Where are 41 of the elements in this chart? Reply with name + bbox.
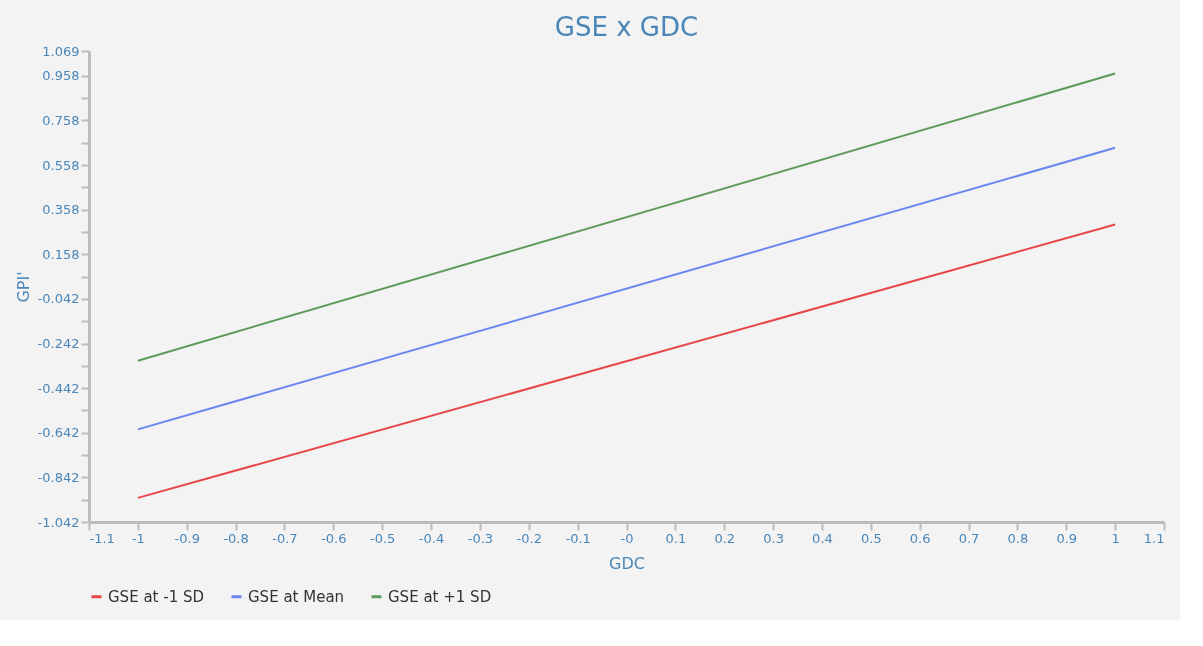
y-tick-label: 0.558 bbox=[42, 157, 80, 173]
x-tick-label: -0.6 bbox=[321, 530, 347, 546]
x-tick-label: -0 bbox=[620, 530, 634, 546]
y-tick-label: 1.069 bbox=[42, 43, 80, 59]
x-tick-label: -0.2 bbox=[516, 530, 542, 546]
legend-label: GSE at Mean bbox=[248, 587, 345, 606]
x-tick-label: 1 bbox=[1111, 530, 1120, 546]
x-tick-label: -0.7 bbox=[272, 530, 298, 546]
x-tick-label: -0.9 bbox=[174, 530, 200, 546]
y-tick-label: -1.042 bbox=[37, 514, 80, 530]
legend-label: GSE at +1 SD bbox=[388, 587, 492, 606]
x-axis-title: GDC bbox=[609, 553, 645, 573]
x-tick-label: 0.8 bbox=[1007, 530, 1029, 546]
y-tick-label: -0.442 bbox=[37, 380, 80, 396]
y-tick-label: -0.642 bbox=[37, 425, 80, 441]
x-tick-label: -0.5 bbox=[369, 530, 396, 546]
x-tick-label: -0.4 bbox=[418, 530, 445, 546]
y-tick-label: 0.958 bbox=[42, 68, 80, 84]
x-tick-label: -0.1 bbox=[565, 530, 591, 546]
y-tick-label: 0.758 bbox=[42, 112, 80, 128]
x-tick-label: 0.4 bbox=[812, 530, 833, 546]
y-tick-label: -0.242 bbox=[37, 336, 80, 352]
x-tick-label: 1.1 bbox=[1143, 530, 1165, 546]
x-tick-label: 0.9 bbox=[1056, 530, 1078, 546]
y-tick-label: 0.358 bbox=[42, 202, 80, 218]
x-tick-label: 0.7 bbox=[958, 530, 980, 546]
y-axis-title: GPI' bbox=[13, 271, 33, 303]
x-tick-label: -0.3 bbox=[467, 530, 494, 546]
x-tick-label: 0.3 bbox=[763, 530, 784, 546]
x-tick-label: -1.1 bbox=[89, 530, 115, 546]
y-tick-label: -0.042 bbox=[37, 291, 80, 307]
y-tick-label: 0.158 bbox=[42, 246, 80, 262]
legend-label: GSE at -1 SD bbox=[108, 587, 205, 606]
x-tick-label: -0.8 bbox=[223, 530, 249, 546]
x-tick-label: 0.2 bbox=[714, 530, 736, 546]
x-tick-label: 0.6 bbox=[909, 530, 931, 546]
x-tick-label: 0.1 bbox=[665, 530, 687, 546]
y-tick-label: -0.842 bbox=[37, 469, 80, 485]
x-tick-label: 0.5 bbox=[860, 530, 882, 546]
x-tick-label: -1 bbox=[131, 530, 145, 546]
chart-title: GSE x GDC bbox=[554, 12, 699, 42]
